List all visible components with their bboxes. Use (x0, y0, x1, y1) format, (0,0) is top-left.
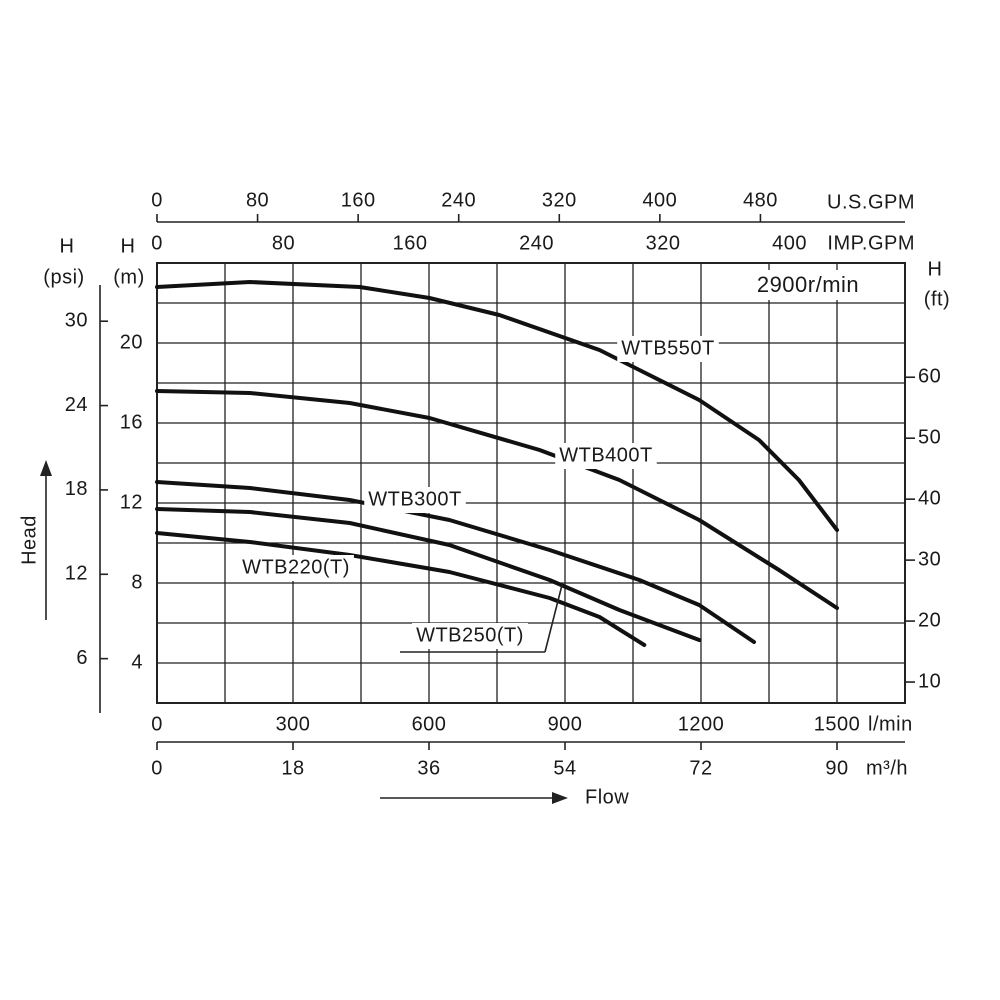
curve (155, 507, 702, 642)
m3h-tick-label: 72 (689, 757, 712, 779)
curve-label-bg (555, 443, 657, 469)
psi-tick-label: 24 (65, 394, 88, 416)
y-tick-label: 12 (120, 491, 143, 513)
impgpm-tick-label: 80 (272, 232, 295, 254)
m3h-unit: m³/h (866, 757, 908, 779)
x-axis-label: Flow (585, 786, 629, 808)
usgpm-tick-label: 240 (441, 189, 476, 211)
x-tick-label: 600 (412, 713, 447, 735)
psi-tick-label: 18 (65, 478, 88, 500)
y-tick-label: 20 (120, 331, 143, 353)
annotation: 2900r/min (757, 272, 859, 297)
x-tick-label: 900 (548, 713, 583, 735)
usgpm-tick-label: 320 (542, 189, 577, 211)
impgpm-tick-label: 0 (151, 232, 163, 254)
usgpm-tick-label: 160 (341, 189, 376, 211)
ft-tick-label: 50 (918, 426, 941, 448)
curve-label: WTB220(T) (242, 556, 350, 578)
psi-title: H (60, 235, 75, 257)
leader-line (544, 584, 563, 653)
y-axis-label: Head (18, 515, 40, 565)
curve-label: WTB300T (368, 488, 462, 510)
head-arrow-head (40, 460, 52, 476)
curve-label-bg (412, 623, 528, 649)
m3h-tick-label: 90 (825, 757, 848, 779)
plot-frame (156, 262, 906, 704)
x-tick-label: 1500 (814, 713, 861, 735)
psi-tick-label: 6 (76, 647, 88, 669)
x-tick-label: 1200 (678, 713, 725, 735)
y-unit: (m) (113, 266, 144, 288)
x-unit: l/min (868, 713, 913, 735)
curve-label-bg (364, 487, 466, 513)
y-tick-label: 16 (120, 411, 143, 433)
ft-tick-label: 60 (918, 366, 941, 388)
ft-tick-label: 10 (918, 670, 941, 692)
ft-tick-label: 40 (918, 487, 941, 509)
y-tick-label: 8 (131, 571, 143, 593)
psi-tick-label: 30 (65, 309, 88, 331)
curve-label: WTB550T (621, 337, 715, 359)
curve-label: WTB250(T) (416, 624, 524, 646)
m3h-tick-label: 18 (281, 757, 304, 779)
impgpm-tick-label: 320 (646, 232, 681, 254)
x-tick-label: 300 (276, 713, 311, 735)
m3h-tick-label: 36 (417, 757, 440, 779)
usgpm-unit: U.S.GPM (827, 191, 915, 213)
impgpm-tick-label: 160 (393, 232, 428, 254)
usgpm-tick-label: 400 (642, 189, 677, 211)
psi-unit: (psi) (43, 266, 84, 288)
ft-unit: (ft) (924, 288, 950, 310)
psi-tick-label: 12 (65, 563, 88, 585)
y-title: H (121, 235, 136, 257)
curve (155, 531, 647, 647)
ft-title: H (928, 258, 943, 280)
usgpm-tick-label: 480 (743, 189, 778, 211)
curve-label-bg (238, 555, 354, 581)
curve-label-bg (617, 336, 719, 362)
ft-tick-label: 30 (918, 548, 941, 570)
impgpm-tick-label: 400 (772, 232, 807, 254)
ft-tick-label: 20 (918, 609, 941, 631)
annotation-bg (750, 270, 866, 300)
curve-label: WTB400T (559, 444, 653, 466)
m3h-tick-label: 0 (151, 757, 163, 779)
impgpm-tick-label: 240 (519, 232, 554, 254)
usgpm-tick-label: 0 (151, 189, 163, 211)
impgpm-unit: IMP.GPM (827, 232, 915, 254)
flow-arrow-head (552, 792, 568, 804)
y-tick-label: 4 (131, 651, 143, 673)
x-tick-label: 0 (151, 713, 163, 735)
usgpm-tick-label: 80 (246, 189, 269, 211)
curve (155, 389, 839, 610)
curve (155, 280, 839, 532)
m3h-tick-label: 54 (553, 757, 576, 779)
curve (155, 480, 756, 644)
